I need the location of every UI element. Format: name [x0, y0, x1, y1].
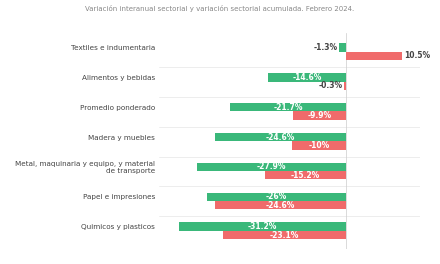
Text: -31.2%: -31.2%: [248, 222, 277, 231]
Text: -1.3%: -1.3%: [313, 43, 337, 52]
Text: Variación interanual sectorial y variación sectorial acumulada. Febrero 2024.: Variación interanual sectorial y variaci…: [85, 5, 355, 12]
Text: -24.6%: -24.6%: [265, 133, 295, 142]
Bar: [265, 171, 346, 180]
Text: -15.2%: -15.2%: [291, 171, 320, 180]
Text: -10%: -10%: [308, 141, 330, 150]
Bar: [215, 201, 346, 209]
Bar: [293, 111, 346, 120]
Bar: [207, 193, 346, 201]
Text: -27.9%: -27.9%: [257, 162, 286, 171]
Bar: [268, 73, 346, 82]
Bar: [344, 82, 346, 90]
Text: -14.6%: -14.6%: [292, 73, 322, 82]
Text: -0.3%: -0.3%: [319, 81, 343, 90]
Bar: [180, 223, 346, 231]
Bar: [339, 43, 346, 52]
Text: -9.9%: -9.9%: [307, 111, 331, 120]
Text: -24.6%: -24.6%: [265, 201, 295, 210]
Text: -23.1%: -23.1%: [270, 230, 299, 239]
Bar: [346, 52, 402, 60]
Bar: [197, 163, 346, 171]
Text: -26%: -26%: [266, 192, 287, 201]
Bar: [230, 103, 346, 111]
Text: 10.5%: 10.5%: [404, 51, 430, 60]
Bar: [215, 133, 346, 141]
Text: -21.7%: -21.7%: [273, 103, 303, 112]
Bar: [223, 231, 346, 239]
Bar: [293, 141, 346, 150]
